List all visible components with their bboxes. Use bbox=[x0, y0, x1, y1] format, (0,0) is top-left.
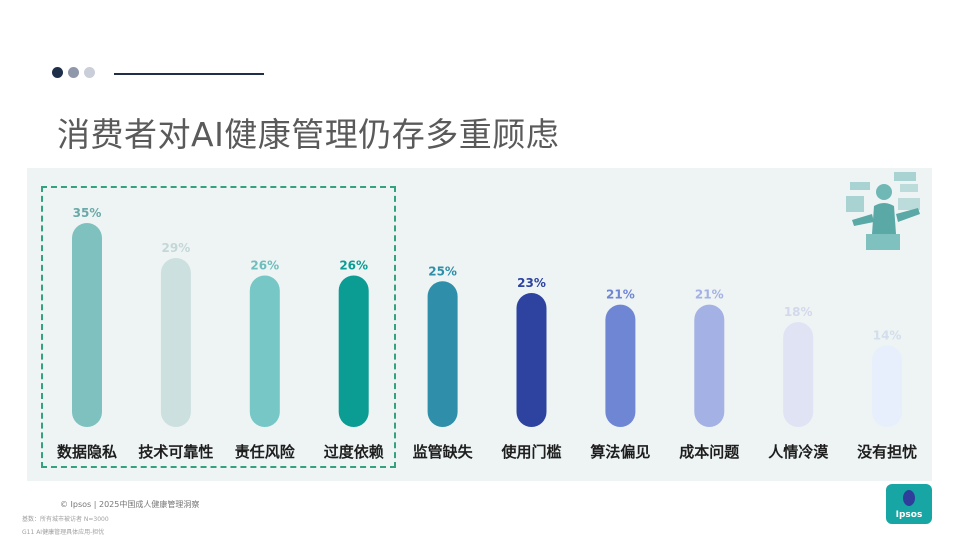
bar-3 bbox=[249, 275, 280, 427]
pager-dot-3 bbox=[84, 67, 95, 78]
value-label-6: 23% bbox=[517, 276, 546, 290]
value-label-10: 14% bbox=[873, 328, 902, 342]
value-label-4: 26% bbox=[339, 258, 368, 272]
logo-text: Ipsos bbox=[895, 510, 923, 520]
category-label-2: 技术可靠性 bbox=[138, 443, 213, 461]
bar-1 bbox=[72, 223, 102, 427]
footer-question: G11 AI健康管理具体应用-担忧 bbox=[22, 529, 105, 536]
ipsos-logo: Ipsos bbox=[886, 484, 932, 524]
value-label-2: 29% bbox=[162, 241, 191, 255]
header-divider bbox=[114, 73, 264, 75]
bar-4 bbox=[338, 275, 369, 427]
footer-base: 基数：所有城市被访者 N=3000 bbox=[22, 516, 109, 523]
pager-dot-1 bbox=[52, 67, 63, 78]
value-label-5: 25% bbox=[428, 264, 457, 278]
pager-dots bbox=[52, 67, 95, 78]
category-label-5: 监管缺失 bbox=[413, 443, 474, 461]
category-label-7: 算法偏见 bbox=[590, 443, 650, 461]
category-label-6: 使用门槛 bbox=[500, 443, 561, 461]
bar-9 bbox=[783, 322, 814, 427]
bar-6 bbox=[516, 292, 547, 427]
bar-2 bbox=[160, 257, 191, 427]
page-title: 消费者对AI健康管理仍存多重顾虑 bbox=[57, 115, 560, 154]
bar-10 bbox=[872, 345, 903, 427]
pager-dot-2 bbox=[68, 67, 79, 78]
category-label-4: 过度依赖 bbox=[324, 443, 384, 461]
highlight-box bbox=[41, 186, 396, 468]
value-label-8: 21% bbox=[695, 288, 724, 302]
footer-source: © Ipsos | 2025中国成人健康管理洞察 bbox=[60, 500, 200, 509]
logo-mark-icon bbox=[903, 490, 915, 506]
category-label-1: 数据隐私 bbox=[57, 443, 117, 461]
bar-7 bbox=[605, 304, 636, 427]
value-label-9: 18% bbox=[784, 305, 813, 319]
value-label-7: 21% bbox=[606, 288, 635, 302]
value-label-1: 35% bbox=[73, 206, 102, 220]
bar-5 bbox=[427, 281, 458, 427]
category-label-3: 责任风险 bbox=[235, 443, 296, 461]
bar-8 bbox=[694, 304, 725, 427]
category-label-9: 人情冷漠 bbox=[768, 443, 829, 461]
person-illustration bbox=[846, 172, 920, 250]
value-label-3: 26% bbox=[250, 258, 279, 272]
category-label-8: 成本问题 bbox=[679, 443, 740, 461]
category-label-10: 没有担忧 bbox=[857, 443, 917, 461]
